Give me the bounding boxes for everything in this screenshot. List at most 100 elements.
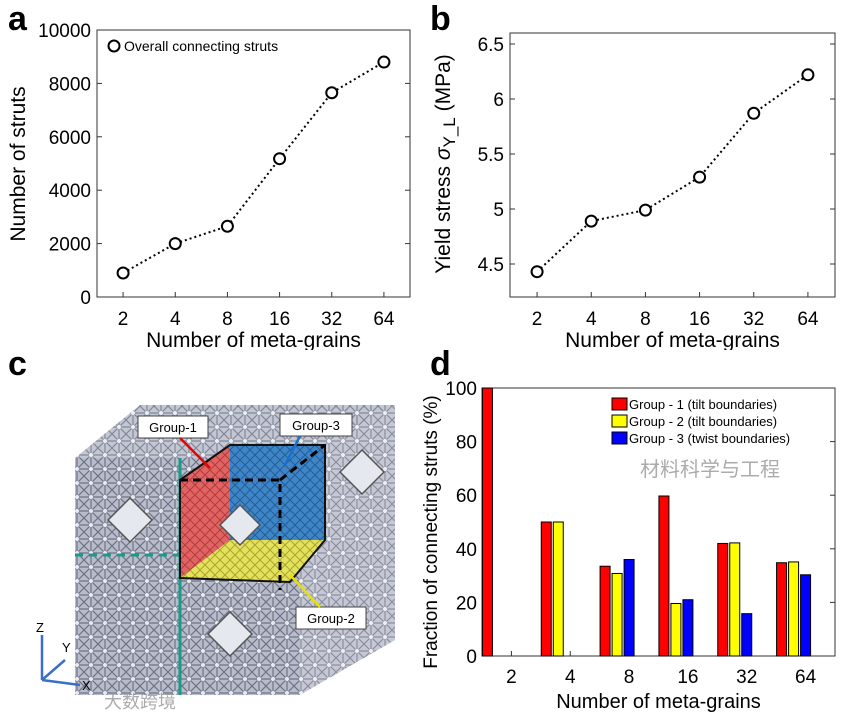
y-tick-label: 6 [493, 90, 504, 111]
y-axis-label: Yield stress σY_L (MPa) [432, 54, 459, 274]
x-tick-label: 32 [736, 667, 757, 688]
x-tick-label: 32 [321, 309, 342, 330]
y-tick-label: 0 [80, 288, 91, 309]
x-tick-label: 8 [222, 309, 233, 330]
boundary-outline [179, 444, 326, 584]
y-tick-label: 6.5 [478, 35, 504, 56]
y-tick-label: 0 [466, 647, 477, 668]
legend-label: Overall connecting struts [124, 38, 278, 54]
group-3-boundary [230, 445, 325, 540]
bar-3 [623, 559, 635, 657]
legend-swatch [611, 431, 628, 445]
bar-2 [729, 542, 741, 657]
bar-1 [540, 521, 552, 657]
x-tick-label: 64 [797, 309, 819, 330]
series-line [122, 61, 385, 274]
watermark-left: 大数跨境 [104, 692, 176, 713]
legend-swatch [611, 414, 628, 428]
x-tick-label: 32 [743, 309, 764, 330]
lattice-cube-render: Group-1 Group-3 Group-2 Z Y X [36, 405, 395, 695]
group-1-boundary [180, 445, 230, 578]
y-tick-label: 5.5 [478, 145, 504, 166]
x-tick-label: 2 [506, 667, 517, 688]
panel-label-d: d [430, 345, 451, 383]
label-group-1: Group-1 [149, 420, 197, 435]
x-tick-label: 2 [118, 309, 129, 330]
series-line [536, 73, 809, 273]
y-tick-label: 40 [456, 540, 477, 561]
data-point [584, 214, 598, 228]
y-tick-label: 4000 [49, 181, 91, 202]
y-tick-label: 10000 [38, 21, 91, 42]
data-point [693, 170, 707, 184]
data-point [530, 265, 544, 279]
bar-3 [741, 613, 753, 657]
x-tick-label: 64 [373, 309, 395, 330]
data-point [168, 237, 182, 251]
data-point [377, 55, 391, 69]
legend-label: Group - 1 (tilt boundaries) [629, 397, 777, 412]
data-point [747, 106, 761, 120]
panel-label-a: a [8, 0, 27, 38]
bar-3 [800, 574, 812, 657]
chart-d: 0 20 40 60 80 100 2 4 8 16 32 64 Number of meta-grai… [421, 379, 836, 713]
chart-b: 4.5 5 5.5 6 6.5 2 4 8 16 32 64 Number of meta-grain… [432, 32, 836, 350]
y-tick-label: 80 [456, 433, 477, 454]
bar-1 [658, 495, 670, 657]
axis-z-label: Z [36, 620, 44, 635]
group-2-boundary [180, 540, 325, 582]
bar-1 [776, 562, 788, 657]
x-tick-label: 2 [532, 309, 543, 330]
y-tick-label: 20 [456, 593, 477, 614]
bar-2 [552, 521, 564, 657]
plot-frame [96, 29, 411, 298]
x-tick-label: 16 [677, 667, 698, 688]
label-group-2: Group-2 [307, 611, 355, 626]
bar-1 [481, 387, 493, 657]
data-point [116, 266, 130, 280]
data-point [638, 203, 652, 217]
legend-label: Group - 3 (twist boundaries) [629, 431, 790, 446]
bar-1 [717, 542, 729, 657]
dashed-edges [180, 443, 326, 590]
x-tick-label: 4 [586, 309, 597, 330]
y-tick-label: 8000 [49, 74, 91, 95]
y-label-sigma: σ [432, 146, 455, 160]
x-tick-label: 16 [269, 309, 290, 330]
y-tick-label: 100 [445, 379, 477, 400]
axis-triad [40, 635, 81, 687]
x-axis-label: Number of meta-grains [556, 691, 761, 713]
y-tick-label: 4.5 [478, 255, 504, 276]
x-tick-label: 4 [565, 667, 576, 688]
data-point [273, 152, 287, 166]
y-tick-label: 5 [493, 200, 504, 221]
x-axis-label: Number of meta-grains [565, 329, 780, 350]
x-tick-label: 8 [624, 667, 635, 688]
bar-1 [599, 565, 611, 657]
y-label-main: Yield stress [432, 160, 455, 274]
x-tick-label: 64 [795, 667, 817, 688]
legend-marker [107, 39, 121, 53]
x-axis-label: Number of meta-grains [146, 329, 361, 350]
y-tick-label: 60 [456, 486, 477, 507]
y-label-unit: (MPa) [432, 54, 455, 117]
axis-y-label: Y [62, 640, 71, 655]
bar-2 [611, 572, 623, 657]
data-point [801, 68, 815, 82]
x-tick-label: 8 [640, 309, 651, 330]
chart-a: 0 2000 4000 6000 8000 10000 2 4 8 16 32 64 Number of… [7, 21, 411, 350]
bar-2 [788, 561, 800, 657]
y-label-sub: Y_L [440, 117, 459, 147]
bar-2 [670, 602, 682, 657]
unit-cell-icons [106, 448, 386, 658]
y-tick-label: 2000 [49, 235, 91, 256]
watermark-right: 材料科学与工程 [640, 457, 780, 481]
data-point [325, 86, 339, 100]
y-tick-label: 6000 [49, 128, 91, 149]
legend-swatch [611, 397, 628, 411]
y-axis-label: Fraction of connecting struts (%) [421, 395, 442, 669]
data-point [220, 219, 234, 233]
label-group-3: Group-3 [292, 418, 340, 433]
legend-label: Group - 2 (tilt boundaries) [629, 414, 777, 429]
